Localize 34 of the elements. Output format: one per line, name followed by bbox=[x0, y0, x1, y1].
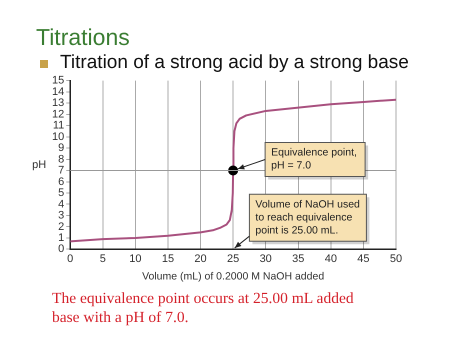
y-tick-label: 8 bbox=[58, 153, 64, 166]
y-tick-label: 3 bbox=[58, 210, 64, 222]
y-tick-label: 6 bbox=[58, 176, 64, 188]
x-tick-label: 0 bbox=[67, 252, 74, 265]
y-tick-label: 12 bbox=[52, 108, 64, 120]
x-axis-title: Volume (mL) of 0.2000 M NaOH added bbox=[142, 270, 324, 283]
y-tick-label: 1 bbox=[58, 232, 64, 244]
x-tick-label: 35 bbox=[292, 252, 304, 265]
y-tick-label: 10 bbox=[52, 130, 64, 143]
y-tick-label: 11 bbox=[52, 120, 64, 132]
x-tick-label: 25 bbox=[226, 252, 240, 265]
x-tick-label: 30 bbox=[260, 252, 272, 265]
y-tick-label: 2 bbox=[58, 220, 64, 233]
y-tick-label: 4 bbox=[58, 198, 64, 210]
y-tick-label: 5 bbox=[58, 187, 64, 200]
chart-subtitle: Titration of a strong acid by a strong base bbox=[60, 52, 409, 74]
y-tick-label: 13 bbox=[52, 97, 64, 110]
y-tick-label: 7 bbox=[58, 164, 64, 177]
x-tick-label: 10 bbox=[129, 252, 142, 265]
x-tick-label: 15 bbox=[162, 252, 174, 265]
y-tick-label: 9 bbox=[58, 142, 64, 154]
annotation: Equivalence point, pH = 7.0 bbox=[271, 146, 357, 172]
y-axis-title: pH bbox=[32, 158, 46, 171]
annotation: Volume of NaOH used to reach equivalence point is 25.00 mL. bbox=[255, 198, 360, 236]
x-tick-label: 5 bbox=[100, 252, 106, 265]
y-tick-label: 0 bbox=[58, 243, 64, 256]
text: The equivalence point occurs at 25.00 mL added base with a pH of 7.0. bbox=[52, 289, 355, 327]
x-tick-label: 40 bbox=[324, 252, 337, 265]
y-tick-label: 14 bbox=[52, 86, 64, 98]
x-tick-label: 45 bbox=[357, 252, 370, 265]
chart-title: Titrations bbox=[36, 24, 130, 51]
x-tick-label: 50 bbox=[390, 252, 402, 265]
x-tick-label: 20 bbox=[194, 252, 207, 265]
y-tick-label: 15 bbox=[52, 74, 64, 87]
